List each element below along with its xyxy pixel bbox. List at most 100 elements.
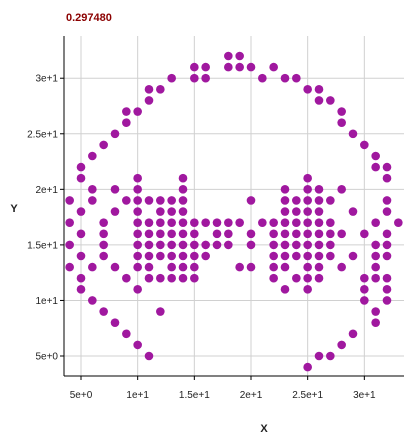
data-point (122, 329, 131, 339)
data-point (326, 96, 335, 105)
data-point (337, 262, 346, 272)
data-point (76, 273, 86, 283)
data-point (122, 273, 131, 283)
data-point (144, 251, 154, 261)
data-point (382, 285, 392, 294)
data-point (156, 218, 165, 227)
data-point (167, 240, 176, 250)
data-point (326, 218, 335, 227)
data-point (326, 240, 335, 250)
data-point (133, 240, 142, 250)
data-point (371, 273, 380, 283)
data-point (224, 240, 233, 250)
x-tick-label: 2e+1 (240, 390, 263, 401)
data-point (167, 218, 176, 227)
data-point (382, 273, 392, 283)
data-point (133, 285, 142, 294)
data-point (314, 251, 324, 261)
data-point (371, 240, 380, 250)
data-point (76, 207, 86, 216)
data-point (167, 251, 176, 261)
data-point (371, 307, 380, 316)
data-point (156, 240, 165, 250)
data-point (314, 207, 324, 216)
data-point (212, 240, 222, 250)
data-point (156, 251, 165, 261)
data-point (144, 218, 154, 227)
data-point (178, 262, 188, 272)
y-tick-label: 1e+1 (35, 296, 58, 307)
data-point (371, 218, 380, 227)
y-tick-label: 2.5e+1 (27, 129, 58, 140)
data-point (246, 229, 256, 239)
data-point (314, 273, 324, 283)
data-point (88, 196, 97, 205)
data-point (76, 285, 86, 294)
data-point (235, 262, 244, 272)
data-point (280, 218, 290, 227)
data-point (360, 296, 369, 305)
data-point (133, 218, 142, 227)
data-point (326, 196, 335, 205)
data-point (224, 218, 233, 227)
data-point (133, 173, 142, 183)
x-tick-label: 1.5e+1 (179, 390, 210, 401)
data-point (246, 262, 256, 272)
data-point (178, 273, 188, 283)
data-point (178, 229, 188, 239)
data-point (144, 273, 154, 283)
data-point (76, 173, 86, 183)
data-point (303, 173, 312, 183)
data-point (246, 240, 256, 250)
data-point (99, 218, 108, 227)
data-point (167, 262, 176, 272)
data-point (382, 196, 392, 205)
data-point (314, 240, 324, 250)
data-point (326, 229, 335, 239)
data-point (314, 351, 324, 361)
data-point (224, 229, 233, 239)
data-point (133, 251, 142, 261)
data-point (133, 340, 142, 350)
data-point (110, 129, 120, 139)
data-point (382, 207, 392, 216)
data-point (280, 262, 290, 272)
data-point (133, 185, 142, 194)
data-point (303, 362, 312, 372)
data-point (88, 185, 97, 194)
data-point (326, 251, 335, 261)
data-point (303, 229, 312, 239)
data-point (269, 273, 278, 283)
data-point (303, 285, 312, 294)
data-point (144, 96, 154, 105)
data-point (144, 351, 154, 361)
data-point (76, 229, 86, 239)
data-point (144, 229, 154, 239)
data-point (303, 207, 312, 216)
data-point (65, 196, 74, 205)
data-point (190, 262, 199, 272)
data-point (292, 73, 301, 83)
data-point (65, 218, 74, 227)
data-point (224, 62, 233, 72)
data-point (144, 85, 154, 94)
data-point (303, 85, 312, 94)
data-point (337, 229, 346, 239)
data-point (88, 296, 97, 305)
data-point (348, 129, 358, 139)
data-point (167, 273, 176, 283)
data-point (280, 285, 290, 294)
chart-title: 0.297480 (66, 12, 112, 24)
data-point (99, 229, 108, 239)
data-point (167, 207, 176, 216)
data-point (110, 185, 120, 194)
data-point (258, 73, 267, 83)
data-point (190, 273, 199, 283)
data-point (144, 240, 154, 250)
data-point (201, 218, 210, 227)
data-point (156, 85, 165, 94)
data-point (348, 251, 358, 261)
data-point (314, 196, 324, 205)
data-point (360, 229, 369, 239)
